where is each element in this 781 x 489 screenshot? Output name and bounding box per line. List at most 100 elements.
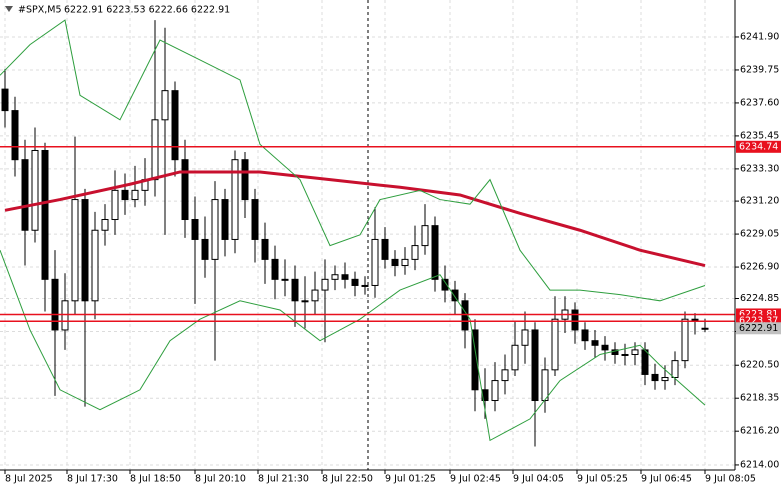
price-level-box [736, 140, 781, 153]
y-tick-label: 6216.20 [740, 426, 779, 437]
candle-body [201, 238, 209, 260]
candle-body [251, 199, 259, 240]
candle-body [441, 278, 449, 291]
candle-body [31, 149, 39, 231]
x-tick-label: 8 Jul 17:30 [67, 474, 118, 485]
candle-body [281, 278, 289, 281]
y-tick-label: 6237.60 [740, 97, 779, 108]
candle-body [311, 289, 319, 302]
candle-body [291, 278, 299, 302]
y-tick-label: 6220.50 [740, 360, 779, 371]
candle-body [191, 219, 199, 240]
candle-body [641, 349, 649, 375]
candle-body [411, 245, 419, 260]
x-tick-label: 9 Jul 08:05 [705, 474, 756, 485]
y-tick-label: 6235.45 [740, 130, 779, 141]
candle-body [551, 318, 559, 371]
x-tick-label: 8 Jul 2025 [5, 474, 53, 485]
candle-body [511, 344, 519, 371]
candle-body [261, 238, 269, 260]
price-level-label: 6234.74 [739, 141, 778, 152]
candle-body [501, 369, 509, 382]
x-tick-label: 8 Jul 20:10 [195, 474, 246, 485]
candle-body [471, 329, 479, 391]
candle-body [161, 90, 169, 121]
candle-body [351, 278, 359, 286]
y-tick-label: 6233.30 [740, 163, 779, 174]
chart-title: #SPX,M5 [18, 5, 62, 16]
candle-body [21, 159, 29, 231]
candle-body [211, 199, 219, 260]
y-tick-label: 6214.00 [740, 459, 779, 470]
candle-body [661, 377, 669, 382]
candle-body [241, 159, 249, 201]
menu-icon[interactable] [5, 6, 13, 12]
x-tick-label: 9 Jul 04:05 [513, 474, 564, 485]
candle-body [301, 300, 309, 303]
x-tick-label: 8 Jul 18:50 [130, 474, 181, 485]
ohlc-readout: 6222.91 6223.53 6222.66 6222.91 [64, 5, 230, 16]
candle-body [171, 90, 179, 161]
candle-body [11, 110, 19, 161]
y-tick-label: 6224.85 [740, 293, 779, 304]
x-tick-label: 9 Jul 06:45 [641, 474, 692, 485]
candle-body [491, 380, 499, 402]
candle-body [651, 373, 659, 382]
candle-body [71, 199, 79, 302]
price-level-label: 6223.81 [739, 309, 778, 320]
y-tick-label: 6226.90 [740, 262, 779, 273]
candle-body [671, 360, 679, 379]
x-tick-label: 9 Jul 02:45 [450, 474, 501, 485]
candle-body [681, 318, 689, 362]
x-tick-label: 9 Jul 01:25 [385, 474, 436, 485]
y-tick-label: 6229.05 [740, 229, 779, 240]
x-tick-label: 8 Jul 21:30 [258, 474, 309, 485]
candle-body [321, 278, 329, 291]
candle-body [701, 327, 709, 330]
candle-body [41, 149, 49, 280]
candle-body [421, 225, 429, 247]
candle-body [361, 284, 369, 287]
current-price-box [736, 322, 781, 335]
candle-body [61, 300, 69, 331]
candle-body [51, 278, 59, 331]
candle-body [541, 369, 549, 402]
candle-body [341, 274, 349, 280]
x-tick-label: 9 Jul 05:25 [577, 474, 628, 485]
candle-body [531, 329, 539, 402]
candle-body [581, 329, 589, 342]
y-tick-label: 6241.90 [740, 31, 779, 42]
candle-body [271, 258, 279, 280]
axes: 6214.006216.206218.356220.506222.706224.… [4, 31, 781, 485]
candle-body [231, 159, 239, 240]
candle-body [521, 329, 529, 346]
candle-body [101, 219, 109, 231]
y-tick-label: 6239.75 [740, 64, 779, 75]
candle-body [371, 238, 379, 286]
candle-body [81, 199, 89, 302]
indicator-line [0, 250, 706, 442]
y-tick-label: 6218.35 [740, 393, 779, 404]
price-level-label: 6223.37 [739, 316, 778, 327]
candle-body [331, 274, 339, 280]
candle-body [151, 119, 159, 181]
current-price-label: 6222.91 [739, 323, 778, 334]
candle-body [571, 309, 579, 331]
candle-body [431, 225, 439, 280]
candle-body [381, 238, 389, 260]
indicator-line [0, 19, 706, 302]
marks [0, 19, 735, 447]
candle-body [1, 88, 9, 112]
candle-body [221, 199, 229, 240]
candle-body [601, 344, 609, 351]
candle-body [621, 353, 629, 356]
candle-body [91, 229, 99, 302]
x-tick-label: 8 Jul 22:50 [322, 474, 373, 485]
candle-body [111, 189, 119, 221]
candle-body [131, 189, 139, 201]
indicator-line [4, 170, 706, 267]
candle-body [181, 159, 189, 221]
candle-body [591, 340, 599, 346]
